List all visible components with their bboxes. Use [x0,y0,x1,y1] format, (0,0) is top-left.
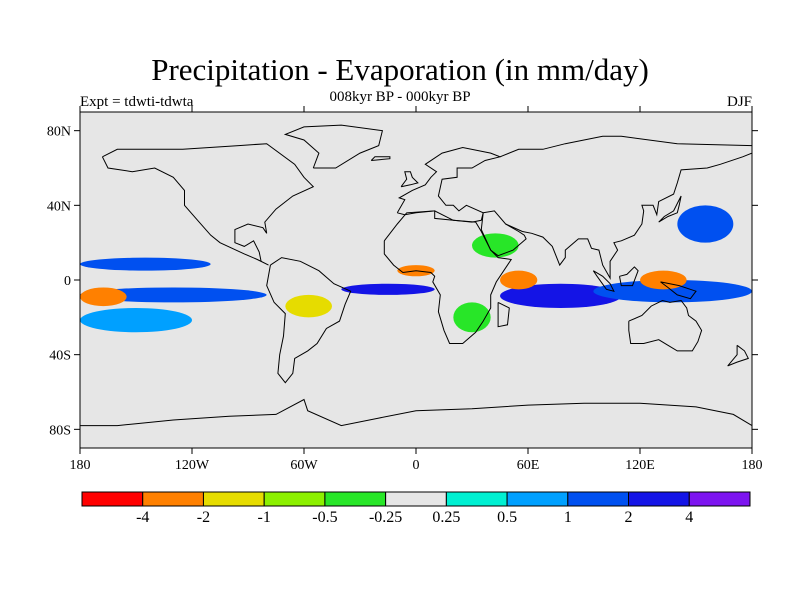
y-tick-label: 40S [49,349,71,364]
anomaly-region [285,294,332,318]
anomaly-region [80,287,267,303]
colorbar-swatch [324,491,387,507]
colorbar-label: 0.25 [432,509,460,526]
coastline [727,344,750,367]
colorbar-label: -0.5 [312,509,337,526]
coastline [497,301,510,328]
coastline [400,171,419,188]
y-tick-label: 80N [47,125,71,140]
colorbar-label: -0.25 [369,509,402,526]
coastline [592,270,615,292]
colorbar-label: 4 [685,509,693,526]
coastline [628,299,703,352]
coastline [80,398,752,427]
anomaly-region [80,287,127,307]
colorbar-swatch [263,491,326,507]
colorbar-label: 1 [564,509,572,526]
anomaly-region [677,205,734,243]
x-tick-label: 120E [625,458,655,473]
chart-title: Precipitation - Evaporation (in mm/day) [151,52,649,87]
experiment-label: Expt = tdwti-tdwta [80,94,194,110]
anomaly-region [500,283,622,308]
anomaly-region [341,283,435,295]
coastline [499,135,752,280]
coastline [658,195,682,223]
y-tick-label: 40N [47,199,71,214]
coastline [283,124,384,169]
colorbar-label: -4 [136,509,149,526]
colorbar-swatch [445,491,508,507]
colorbar-swatch [628,491,690,507]
coastline [619,266,639,287]
colorbar-swatch [567,491,630,507]
colorbar-swatch [81,491,144,507]
anomaly-region [453,302,491,333]
anomaly-region [500,270,538,290]
x-tick-label: 0 [413,458,420,473]
coastline [660,281,697,300]
colorbar-label: 2 [625,509,633,526]
coastline [266,257,352,384]
y-tick-label: 0 [64,274,71,289]
colorbar-label: -2 [197,509,210,526]
coastline [383,210,513,344]
anomaly-region [472,233,519,258]
anomaly-region [80,308,192,333]
x-tick-label: 60W [290,458,318,473]
colorbar-swatch [202,491,265,507]
y-tick-label: 80S [49,423,71,438]
season-label: DJF [726,94,752,110]
coastline [370,156,391,161]
x-tick-label: 180 [70,458,91,473]
chart-subtitle: 008kyr BP - 000kyr BP [329,89,471,105]
colorbar-swatch [688,491,751,507]
anomaly-region [80,257,211,271]
x-tick-label: 60E [517,458,540,473]
anomaly-region [640,270,687,290]
colorbar-label: 0.5 [497,509,517,526]
coastline [480,210,527,257]
x-tick-label: 180 [742,458,763,473]
coastline [101,143,315,266]
x-tick-label: 120W [175,458,210,473]
colorbar-label: -1 [258,509,271,526]
colorbar-swatch [385,491,447,507]
colorbar-swatch [506,491,569,507]
colorbar-swatch [142,491,204,507]
